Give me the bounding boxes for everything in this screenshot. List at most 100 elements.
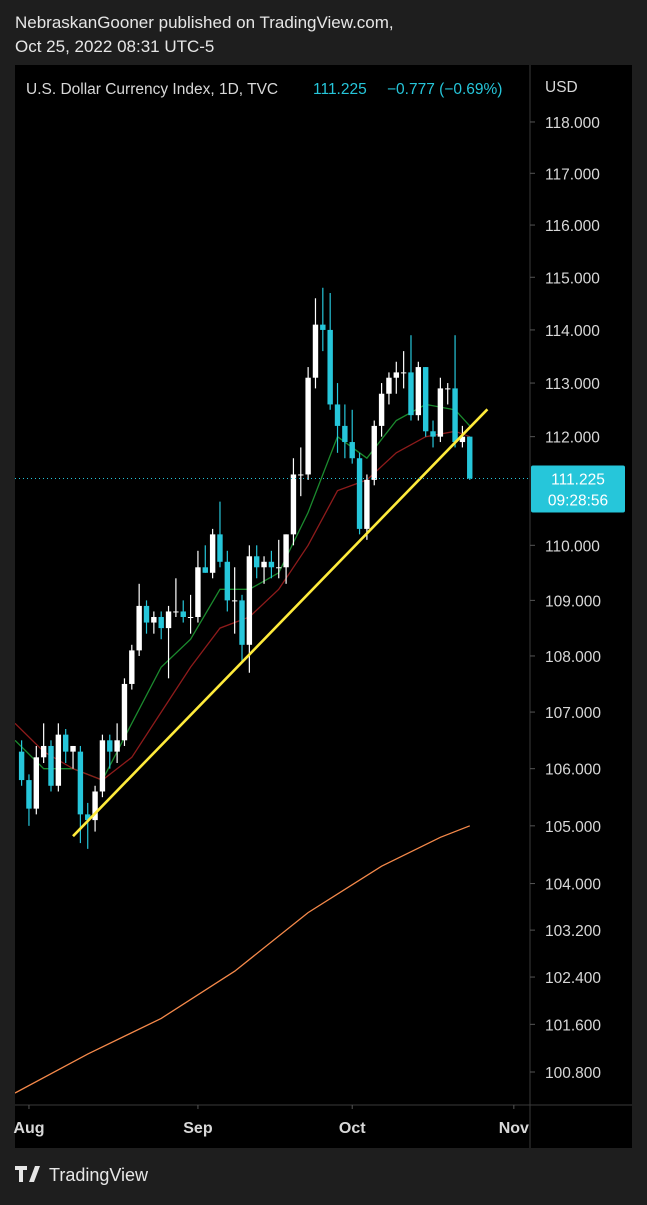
footer-logo [15, 1166, 40, 1182]
candle-body [55, 734, 62, 786]
y-tick-label: 100.800 [545, 1065, 601, 1082]
candle-body [33, 757, 40, 809]
candle-body [452, 388, 458, 443]
chart-area [15, 65, 632, 1148]
candle-body [136, 605, 142, 651]
candle-body [393, 372, 399, 378]
candle-body [129, 650, 135, 684]
candle-body [268, 561, 275, 568]
y-tick-label: 105.000 [545, 819, 601, 836]
last-price: 111.225 [313, 81, 367, 98]
publish-date: Oct 25, 2022 08:31 UTC-5 [15, 37, 214, 56]
candle-body [290, 474, 297, 535]
candle-body [195, 567, 201, 618]
y-tick-label: 113.000 [545, 376, 600, 393]
publisher: NebraskanGooner published on TradingView… [15, 13, 394, 32]
y-tick-label: 110.000 [545, 538, 600, 555]
candle-body [209, 534, 216, 573]
candle-body [422, 367, 429, 432]
candle-body [408, 372, 414, 416]
candle-body [26, 780, 32, 809]
candle-body [18, 751, 25, 781]
candle-body [48, 745, 54, 786]
y-tick-label: 114.000 [545, 323, 600, 340]
y-tick-label: 115.000 [545, 270, 600, 287]
candle-body [327, 329, 333, 405]
candle-body [85, 814, 91, 821]
candle-body [312, 324, 319, 378]
candle-body [40, 745, 47, 758]
candle-body [371, 425, 377, 480]
moving-average [15, 825, 471, 1094]
currency: USD [545, 79, 578, 96]
trend-line [72, 408, 489, 838]
candle-body [92, 791, 98, 821]
candle-body [386, 377, 392, 394]
y-tick-label: 103.200 [545, 923, 601, 940]
candle-body [254, 556, 260, 568]
candle-body [217, 534, 223, 562]
chart-title: U.S. Dollar Currency Index, 1D, TVC [26, 81, 278, 98]
candle-body [415, 367, 422, 416]
x-tick-label: Aug [13, 1120, 44, 1137]
price-change: −0.777 (−0.69%) [387, 81, 502, 98]
candle-body [349, 442, 355, 459]
y-tick-label: 116.000 [545, 218, 600, 235]
candle-body [356, 458, 363, 529]
y-tick-label: 108.000 [545, 649, 601, 666]
candle-body [151, 617, 157, 623]
candle-body [342, 425, 348, 443]
candle-body [62, 734, 69, 752]
candle-body [400, 372, 407, 374]
candle-body [261, 561, 267, 568]
candle-body [276, 567, 282, 569]
candle-body [231, 600, 238, 602]
last-price-label: 111.225 [551, 472, 605, 489]
candle-body [70, 745, 76, 752]
last-price-box [531, 465, 625, 513]
y-tick-label: 101.600 [545, 1017, 601, 1034]
y-tick-label: 117.000 [545, 166, 600, 183]
candle-body [459, 436, 466, 443]
candle-body [77, 751, 84, 815]
candle-body [283, 534, 289, 568]
candle-body [239, 600, 245, 645]
candle-body [298, 474, 304, 476]
x-tick-label: Sep [183, 1120, 213, 1137]
candle-body [437, 388, 444, 437]
x-tick-label: Nov [499, 1120, 529, 1137]
candle-body [99, 740, 106, 792]
footer-brand: TradingView [49, 1165, 149, 1185]
y-tick-label: 104.000 [545, 877, 601, 894]
candle-body [114, 740, 120, 752]
countdown-label: 09:28:56 [548, 493, 608, 510]
candle-body [187, 617, 194, 619]
x-tick-label: Oct [339, 1120, 366, 1137]
candle-body [165, 611, 172, 629]
candle-body [202, 567, 208, 573]
candle-body [334, 404, 341, 426]
candle-body [246, 556, 253, 645]
candle-body [173, 611, 179, 613]
candle-body [320, 324, 326, 330]
candle-body [121, 683, 128, 741]
plot [15, 287, 489, 1094]
candle-body [430, 431, 436, 437]
candle-body [143, 605, 150, 623]
candle-body [305, 377, 311, 475]
y-tick-label: 106.000 [545, 762, 601, 779]
candle-body [445, 388, 451, 390]
y-tick-label: 118.000 [545, 115, 600, 132]
y-tick-label: 102.400 [545, 970, 601, 987]
candle-body [180, 611, 186, 618]
candle-body [224, 561, 231, 601]
candle-body [158, 617, 164, 629]
y-tick-label: 109.000 [545, 593, 601, 610]
candle-body [107, 740, 113, 752]
y-tick-label: 112.000 [545, 430, 600, 447]
y-tick-label: 107.000 [545, 705, 601, 722]
candle-body [467, 436, 473, 479]
logo-icon [15, 1166, 40, 1182]
